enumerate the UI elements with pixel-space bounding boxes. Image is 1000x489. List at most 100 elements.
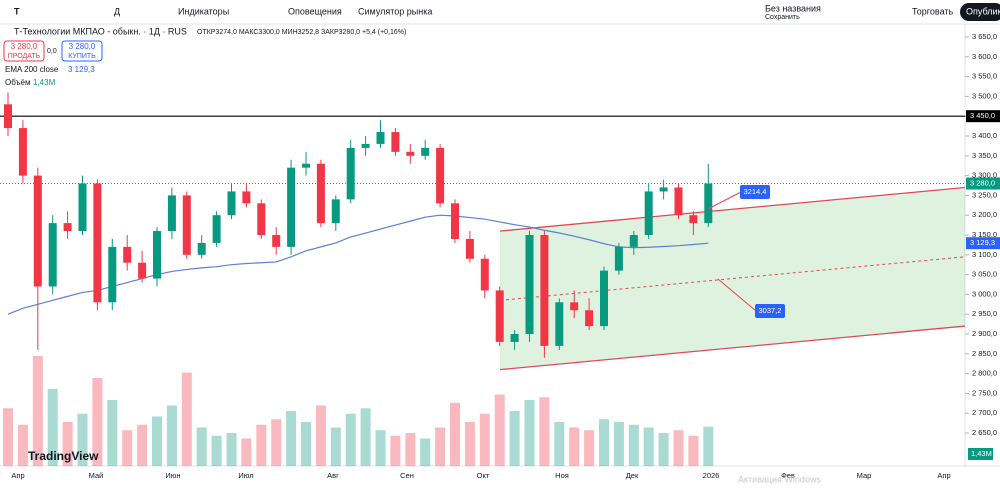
- indicators[interactable]: Индикаторы: [178, 6, 229, 16]
- volume-badge: [968, 448, 993, 460]
- buy-button[interactable]: [61, 40, 103, 62]
- candle-body: [93, 183, 102, 303]
- y-tick-label: 3 400,0: [972, 131, 997, 140]
- candle-body: [108, 246, 117, 303]
- y-tick-label: 3 200,0: [972, 210, 997, 219]
- x-tick-label: Апр: [11, 471, 24, 480]
- candle-body: [63, 223, 72, 232]
- volume-bar: [599, 419, 609, 466]
- y-tick-label: 3 050,0: [972, 270, 997, 279]
- sell-button[interactable]: [3, 40, 45, 62]
- candle-body: [78, 183, 87, 232]
- y-tick-label: 3 300,0: [972, 171, 997, 180]
- volume-bar: [524, 400, 535, 466]
- spread: 0,0: [47, 48, 57, 55]
- volume-bar: [137, 424, 148, 466]
- y-tick-label: 3 550,0: [972, 72, 997, 81]
- x-tick-label: Фев: [781, 471, 795, 480]
- candle-body: [4, 104, 12, 129]
- volume-bar: [181, 372, 192, 466]
- volume-bar: [628, 424, 639, 466]
- watermark: TradingView: [28, 449, 99, 463]
- x-tick-label: Апр: [937, 471, 950, 480]
- candle-body: [540, 235, 549, 346]
- buy-label[interactable]: КУПИТЬ: [68, 53, 96, 60]
- candle-body: [227, 191, 236, 216]
- legend-title: Т-Технологии МКПАО - обыкн. · 1Д · RUS: [14, 26, 187, 36]
- volume-bar: [62, 422, 73, 466]
- volume-bar: [643, 427, 654, 466]
- volume-bar: [256, 424, 267, 466]
- volume-bar: [226, 433, 237, 466]
- candle-body: [689, 215, 698, 224]
- channel-fill: [500, 187, 965, 370]
- candle-body: [406, 151, 415, 156]
- candle-body: [510, 334, 519, 342]
- x-tick-label: Ноя: [555, 471, 569, 480]
- publish-button[interactable]: [960, 3, 1000, 21]
- candle-body: [272, 235, 281, 247]
- ema-badge: [966, 237, 1000, 250]
- x-tick-label: Дек: [626, 471, 639, 480]
- candle-body: [451, 203, 459, 239]
- legend-ohlc: ОТКР3274,0 МАКС3300,0 МИН3252,8 ЗАКР3280…: [197, 29, 406, 36]
- volume-bar: [211, 435, 222, 466]
- candle-body: [138, 262, 147, 279]
- candle-body: [18, 128, 27, 176]
- ema-legend: EMA 200 close: [5, 65, 59, 74]
- y-tick-label: 2 850,0: [972, 349, 997, 358]
- layout-name[interactable]: Без названия: [765, 3, 821, 13]
- trade-button[interactable]: Торговать: [912, 6, 954, 16]
- candle-body: [331, 199, 340, 224]
- volume-bar: [494, 394, 505, 466]
- candle-body: [153, 231, 161, 279]
- sell-price[interactable]: 3 280,0: [11, 42, 38, 51]
- volume-bar: [509, 411, 520, 466]
- y-tick-label: 3 350,0: [972, 151, 997, 160]
- y-tick-label: 2 650,0: [972, 428, 997, 437]
- candle-body: [495, 290, 504, 342]
- interval[interactable]: Д: [114, 6, 120, 16]
- level-badge-label: 3 450,0: [970, 111, 995, 120]
- candle-body: [257, 203, 266, 235]
- callout-box: [740, 185, 770, 199]
- callout-pointer: [717, 278, 757, 312]
- volume-bar: [241, 438, 252, 466]
- candle-body: [182, 195, 191, 255]
- candle-body: [391, 132, 400, 152]
- volume-bar: [47, 389, 58, 466]
- volume-bar: [345, 413, 356, 466]
- y-tick-label: 3 100,0: [972, 250, 997, 259]
- y-tick-label: 3 250,0: [972, 190, 997, 199]
- candle-body: [614, 246, 623, 271]
- volume-bar: [569, 427, 580, 466]
- y-tick-label: 2 700,0: [972, 408, 997, 417]
- volume-bar: [658, 433, 669, 466]
- volume-bar: [554, 422, 565, 466]
- volume-bar: [77, 413, 88, 466]
- volume-bar: [703, 426, 714, 466]
- candle-body: [704, 183, 713, 224]
- candle-body: [674, 187, 683, 216]
- volume-bar: [17, 424, 28, 466]
- candle-body: [242, 191, 251, 204]
- volume-bar: [360, 408, 371, 466]
- candle-body: [555, 302, 564, 346]
- candle-body: [465, 238, 474, 259]
- candle-body: [585, 310, 594, 327]
- replay[interactable]: Симулятор рынка: [358, 6, 432, 16]
- candle-body: [480, 258, 489, 291]
- candle-body: [33, 175, 42, 287]
- alerts[interactable]: Оповещения: [288, 6, 342, 16]
- last-badge-label: 3 280,0: [970, 179, 995, 188]
- volume-bar: [673, 430, 684, 466]
- buy-price[interactable]: 3 280,0: [69, 42, 96, 51]
- volume-legend: Объём: [5, 78, 31, 87]
- symbol[interactable]: Т: [14, 6, 20, 16]
- sell-label[interactable]: ПРОДАТЬ: [8, 53, 41, 60]
- candle-body: [123, 246, 132, 263]
- candle-body: [316, 163, 325, 224]
- layout-status: Сохранить: [765, 14, 800, 21]
- ema-badge-label: 3 129,3: [970, 238, 995, 247]
- publish-label[interactable]: Опубликовать: [966, 6, 1000, 16]
